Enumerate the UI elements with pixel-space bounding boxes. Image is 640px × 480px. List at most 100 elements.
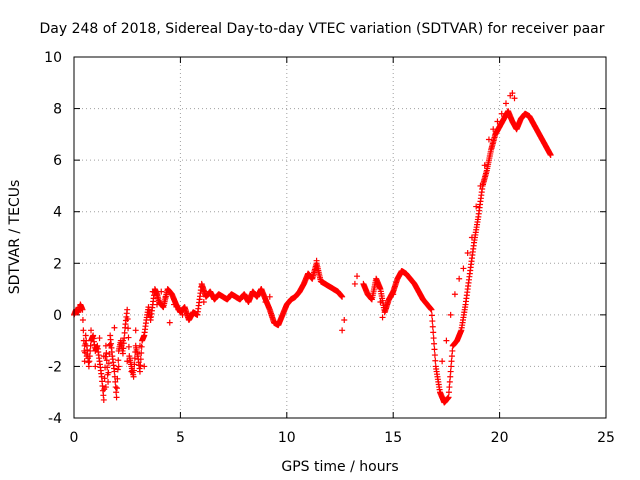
data-point — [81, 342, 88, 349]
data-point — [511, 95, 518, 102]
data-point — [477, 182, 484, 189]
grid — [74, 57, 606, 418]
data-point — [451, 291, 458, 298]
data-point — [115, 357, 122, 364]
data-point — [120, 345, 127, 352]
data-point — [428, 306, 435, 313]
data-point — [460, 265, 467, 272]
data-point — [114, 366, 121, 373]
data-point — [145, 311, 152, 318]
data-point — [125, 343, 132, 350]
data-point — [82, 332, 89, 339]
y-axis-label: SDTVAR / TECUs — [7, 180, 23, 295]
data-point — [494, 118, 501, 125]
data-point — [96, 335, 103, 342]
data-point — [266, 293, 273, 300]
data-point — [171, 301, 178, 308]
data-point — [447, 311, 454, 318]
data-point — [149, 288, 156, 295]
data-point — [430, 329, 437, 336]
data-point — [431, 346, 438, 353]
data-point — [429, 323, 436, 330]
data-point — [448, 353, 455, 360]
data-point — [498, 110, 505, 117]
x-tick-label: 10 — [278, 430, 296, 446]
data-point — [113, 389, 120, 396]
data-point — [339, 327, 346, 334]
data-point — [119, 337, 126, 344]
data-point — [136, 342, 143, 349]
data-point — [447, 368, 454, 375]
data-point — [87, 342, 94, 349]
data-point — [131, 361, 138, 368]
data-point — [128, 368, 135, 375]
data-point — [485, 136, 492, 143]
data-points — [71, 90, 554, 406]
y-tick-label: 4 — [53, 205, 62, 221]
data-point — [105, 378, 112, 385]
data-point — [446, 378, 453, 385]
data-point — [464, 249, 471, 256]
data-point — [136, 368, 143, 375]
data-point — [446, 384, 453, 391]
data-point — [473, 203, 480, 210]
x-tick-label: 0 — [70, 430, 79, 446]
data-point — [313, 257, 320, 264]
data-point — [124, 358, 131, 365]
data-point — [107, 342, 114, 349]
data-point — [121, 329, 128, 336]
x-tick-label: 20 — [491, 430, 509, 446]
data-point — [432, 357, 439, 364]
data-point — [102, 384, 109, 391]
data-point — [138, 350, 145, 357]
data-point — [85, 363, 92, 370]
data-point — [80, 327, 87, 334]
data-point — [132, 327, 139, 334]
data-point — [100, 396, 107, 403]
data-point — [547, 151, 554, 158]
data-point — [481, 162, 488, 169]
data-point — [448, 363, 455, 370]
data-point — [125, 334, 132, 341]
data-point — [198, 283, 205, 290]
data-point — [339, 293, 346, 300]
data-point — [153, 301, 160, 308]
y-tick-label: 10 — [44, 50, 62, 66]
data-point — [105, 360, 112, 367]
data-point — [262, 298, 269, 305]
x-tick-label: 15 — [384, 430, 402, 446]
data-point — [137, 362, 144, 369]
y-tick-label: -2 — [48, 359, 62, 375]
data-point — [445, 394, 452, 401]
data-point — [111, 368, 118, 375]
data-point — [468, 234, 475, 241]
data-point — [448, 358, 455, 365]
data-point — [124, 315, 131, 322]
data-point — [456, 275, 463, 282]
data-point — [443, 337, 450, 344]
data-point — [141, 363, 148, 370]
data-point — [79, 306, 86, 313]
data-point — [104, 364, 111, 371]
data-point — [100, 353, 107, 360]
data-point — [87, 347, 94, 354]
y-tick-label: 2 — [53, 256, 62, 272]
x-tick-label: 25 — [597, 430, 615, 446]
y-tick-label: 8 — [53, 102, 62, 118]
data-point — [431, 340, 438, 347]
data-point — [447, 373, 454, 380]
data-point — [429, 318, 436, 325]
data-point — [113, 394, 120, 401]
x-tick-label: 5 — [176, 430, 185, 446]
data-point — [113, 385, 120, 392]
data-point — [351, 280, 358, 287]
data-point — [92, 363, 99, 370]
y-tick-label: -4 — [48, 411, 62, 427]
data-point — [137, 356, 144, 363]
data-point — [390, 291, 397, 298]
data-point — [158, 288, 165, 295]
data-point — [258, 286, 265, 293]
data-point — [101, 375, 108, 382]
data-point — [119, 350, 126, 357]
